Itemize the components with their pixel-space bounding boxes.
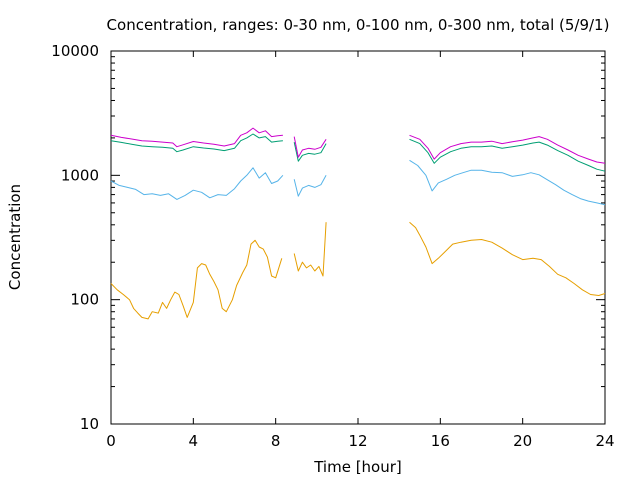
- series-1-segment-1: [110, 239, 283, 320]
- x-tick-label: 24: [595, 432, 614, 450]
- x-axis-title: Time [hour]: [313, 458, 402, 476]
- series-4-line: [110, 127, 606, 164]
- x-tick-label: 20: [513, 432, 532, 450]
- series-3-segment-1: [110, 133, 283, 153]
- y-tick-label: 100: [70, 291, 99, 309]
- x-tick-label: 8: [271, 432, 281, 450]
- series-1-segment-2: [293, 222, 327, 277]
- series-2-segment-1: [110, 167, 284, 200]
- series-1-line: [110, 221, 606, 320]
- series-4-segment-2: [293, 136, 327, 158]
- x-axis: 0 4 8 12 16 20 24: [106, 51, 615, 450]
- series-3-segment-3: [409, 138, 606, 172]
- series-2-segment-2: [293, 175, 327, 197]
- y-tick-label: 10: [80, 415, 99, 433]
- y-axis: 10 100 1000 10000: [51, 42, 605, 433]
- series-3-segment-2: [293, 141, 327, 162]
- series-3-line: [110, 133, 606, 172]
- y-tick-label: 10000: [51, 42, 99, 60]
- chart-title: Concentration, ranges: 0-30 nm, 0-100 nm…: [107, 16, 610, 34]
- x-tick-label: 16: [431, 432, 450, 450]
- series-2-segment-3: [409, 159, 606, 206]
- series-4-segment-1: [110, 127, 283, 148]
- x-tick-label: 0: [106, 432, 116, 450]
- x-tick-label: 12: [348, 432, 367, 450]
- series-2-line: [110, 159, 606, 206]
- x-tick-label: 4: [189, 432, 199, 450]
- y-axis-title: Concentration: [6, 184, 24, 290]
- series-layer: [110, 127, 606, 320]
- plot-frame: [110, 50, 606, 425]
- series-1-segment-3: [409, 221, 606, 296]
- y-tick-label: 1000: [61, 166, 99, 184]
- series-4-segment-3: [409, 134, 606, 164]
